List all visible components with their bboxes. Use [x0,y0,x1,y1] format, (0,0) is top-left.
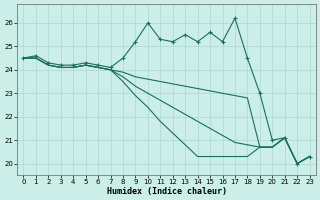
X-axis label: Humidex (Indice chaleur): Humidex (Indice chaleur) [107,187,227,196]
